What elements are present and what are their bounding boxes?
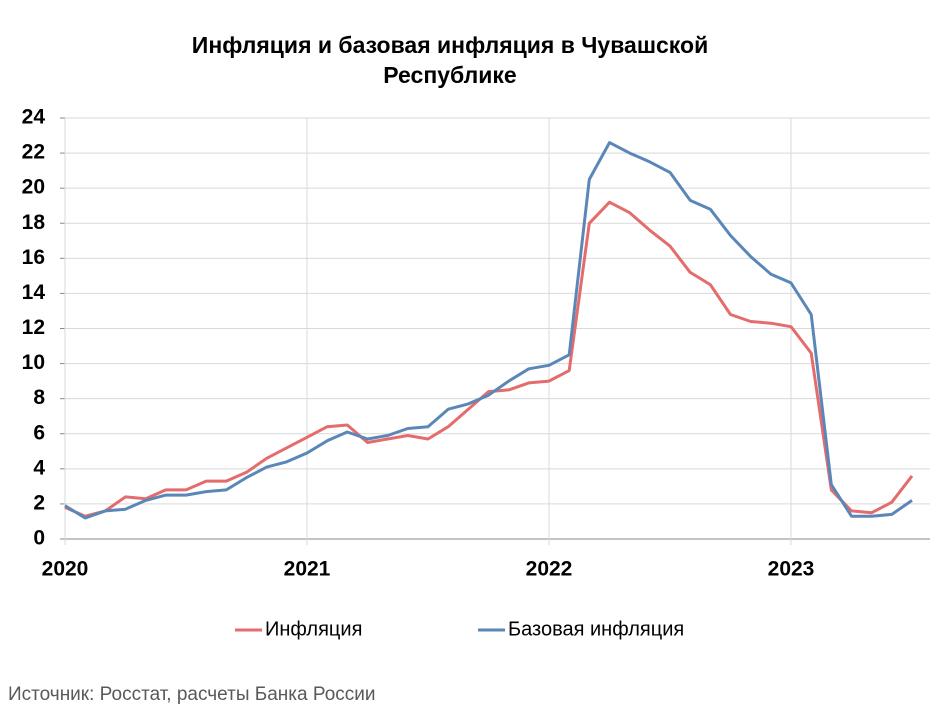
chart-title: Инфляция и базовая инфляция в Чувашской … — [191, 32, 709, 88]
y-tick-label: 4 — [33, 456, 45, 479]
x-tick-label: 2023 — [768, 558, 815, 581]
y-tick-label: 16 — [22, 246, 45, 269]
x-tick-label: 2021 — [284, 558, 331, 581]
y-tick-label: 12 — [22, 316, 45, 339]
y-tick-label: 0 — [33, 527, 45, 550]
series-line — [64, 200, 914, 518]
legend-label: Базовая инфляция — [508, 618, 684, 640]
y-tick-label: 22 — [22, 141, 45, 164]
series-line — [64, 141, 913, 520]
source-note: Источник: Росстат, расчеты Банка России — [8, 684, 376, 705]
y-tick-label: 10 — [22, 351, 45, 374]
y-tick-label: 20 — [22, 176, 45, 199]
y-tick-label: 8 — [33, 386, 45, 409]
y-tick-label: 14 — [22, 281, 46, 304]
y-tick-label: 18 — [22, 211, 46, 234]
legend-label: Инфляция — [265, 618, 362, 640]
y-tick-label: 6 — [33, 421, 45, 444]
y-tick-label: 24 — [22, 106, 46, 129]
x-tick-label: 2022 — [526, 558, 573, 581]
x-tick-label: 2020 — [42, 558, 89, 581]
y-tick-label: 2 — [33, 491, 45, 514]
